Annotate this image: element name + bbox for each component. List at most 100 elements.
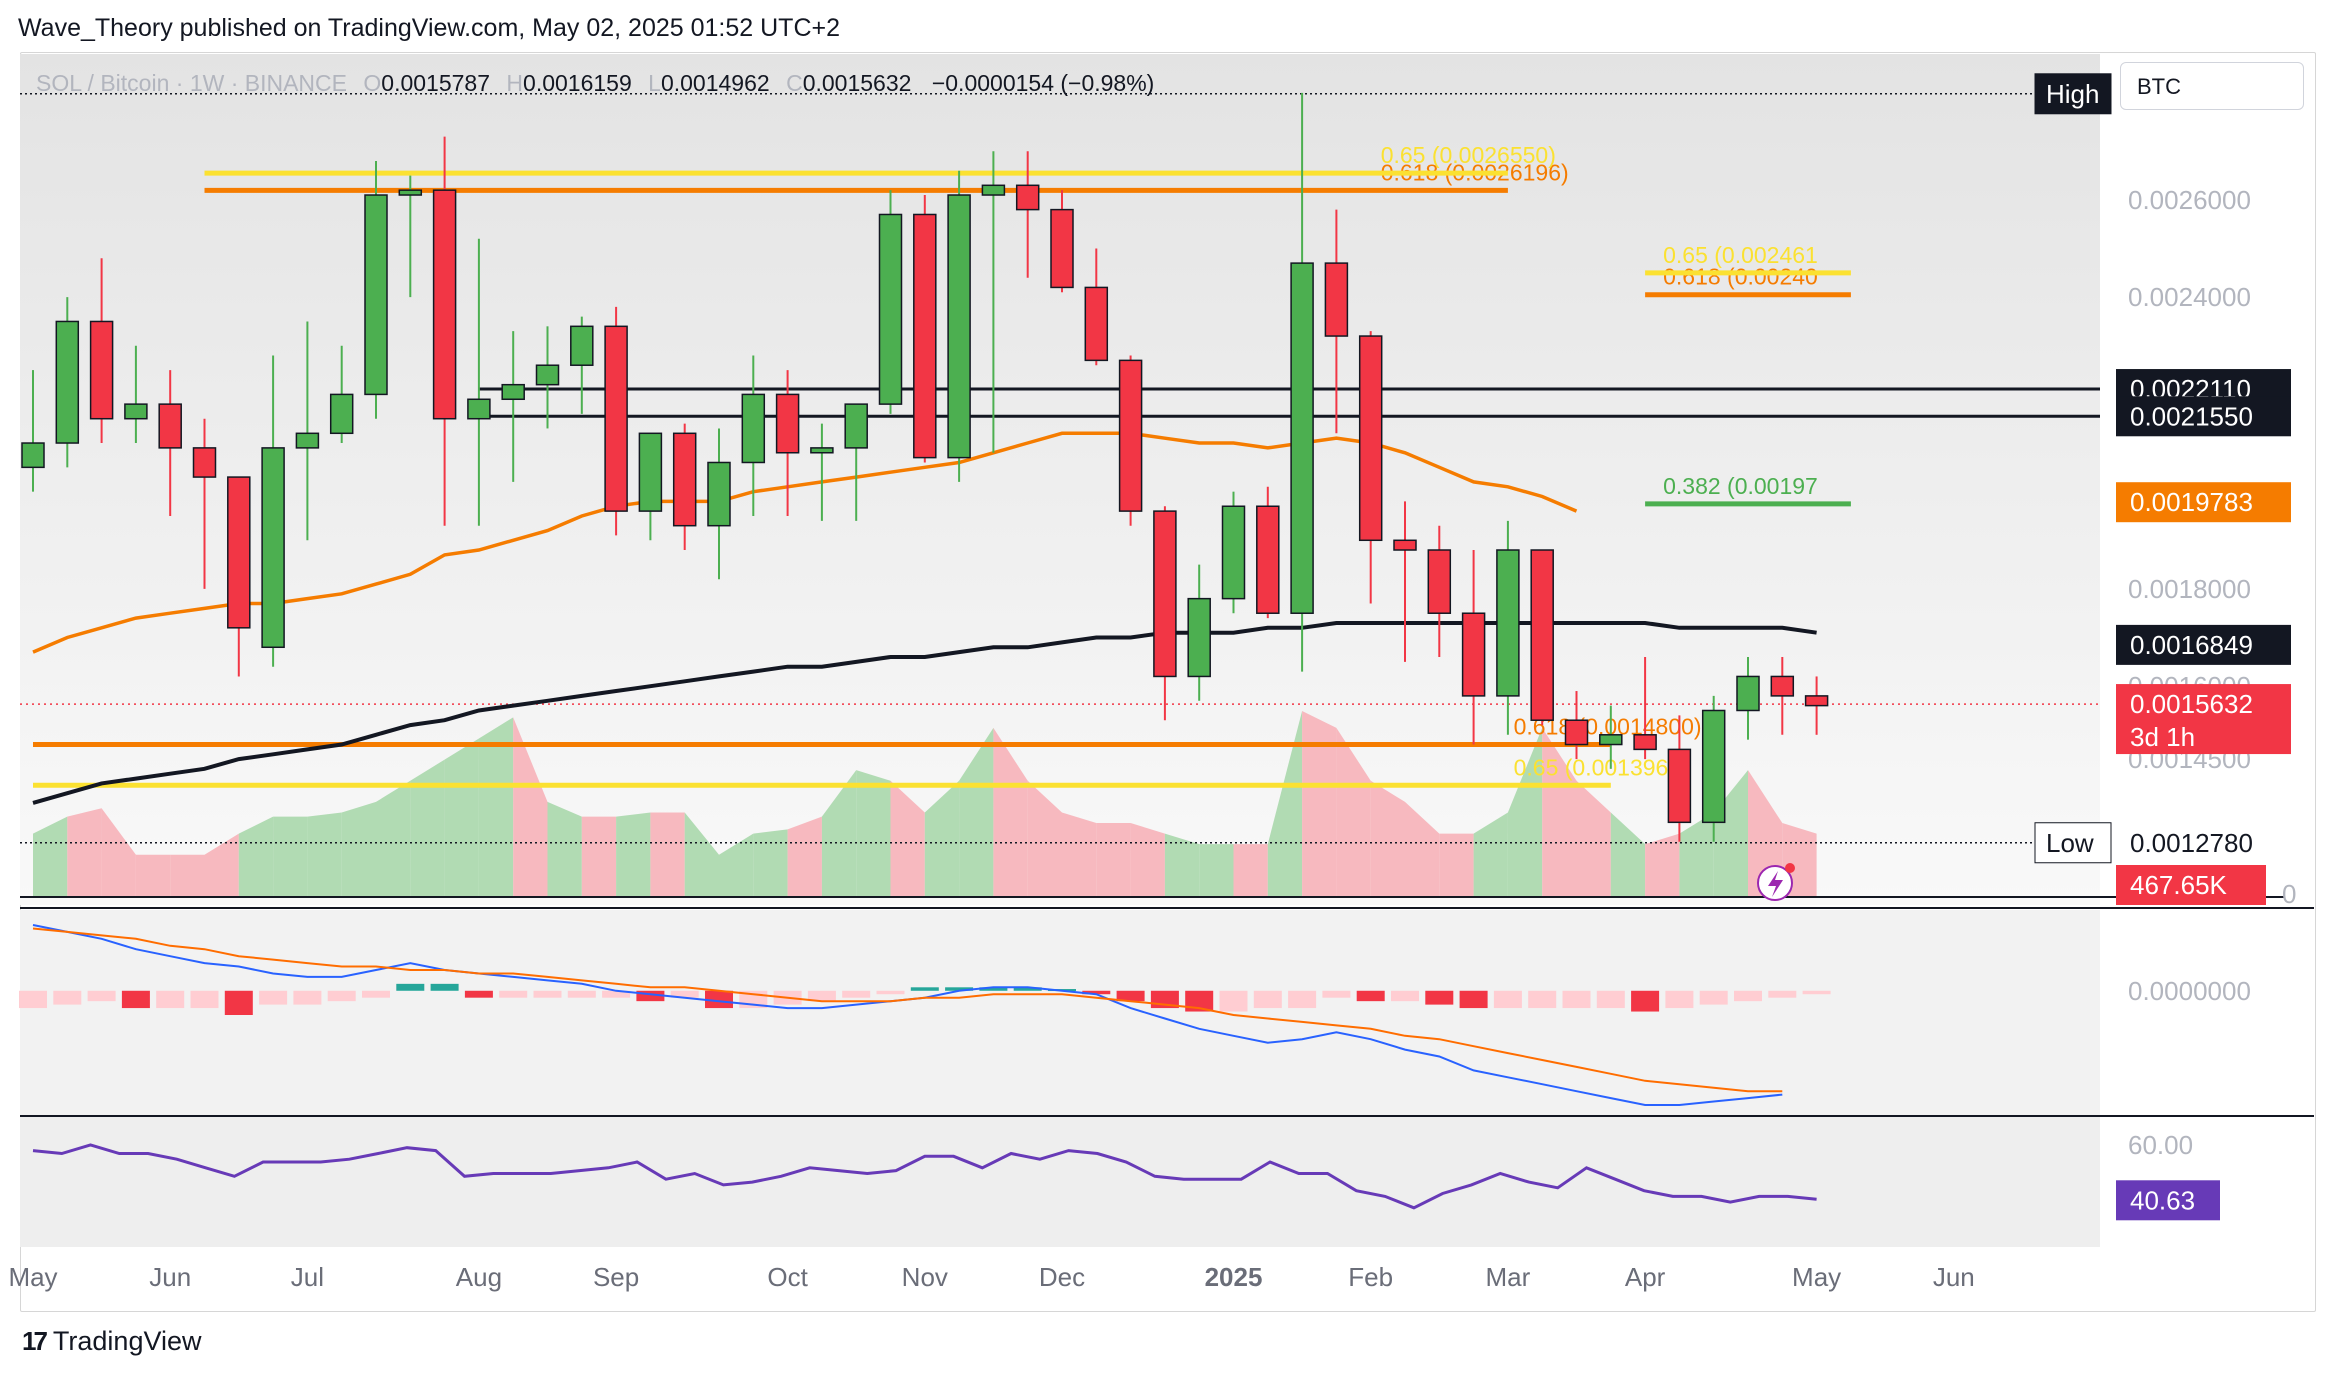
- macd-histogram-bar: [1802, 990, 1831, 995]
- macd-histogram-bar: [979, 987, 1008, 991]
- time-axis-tick: May: [8, 1262, 57, 1292]
- macd-histogram-bar: [1665, 990, 1694, 1009]
- candle-body: [1084, 286, 1109, 362]
- macd-histogram-bar: [705, 990, 733, 1009]
- candle-body: [570, 325, 594, 366]
- macd-histogram-bar: [1768, 990, 1797, 998]
- level-tag-bg: [2034, 822, 2112, 864]
- volume-value-label-bg: [2116, 865, 2266, 905]
- macd-histogram-bar: [1631, 990, 1660, 1012]
- candle-body: [124, 403, 148, 420]
- candle-body: [947, 194, 971, 459]
- candle-body: [741, 393, 766, 464]
- volume-area-segment: [101, 808, 136, 897]
- macd-histogram-bar: [1391, 990, 1419, 1002]
- candle-body: [1290, 262, 1314, 614]
- time-axis-tick: Mar: [1486, 1262, 1531, 1292]
- candle-body: [1770, 675, 1795, 697]
- time-axis-tick: Jul: [291, 1262, 324, 1292]
- candle-body: [1736, 675, 1760, 712]
- level-tag: Low: [2046, 828, 2094, 858]
- candle-body: [364, 194, 388, 396]
- tradingview-logo-icon: 17: [22, 1326, 48, 1356]
- candle-body: [1015, 184, 1040, 211]
- volume-area-segment: [1370, 780, 1405, 897]
- high-value: 0.0016159: [523, 70, 632, 96]
- indicator-value-label-bg: [2116, 482, 2291, 523]
- candle-body: [1804, 695, 1829, 707]
- candle-body: [227, 476, 251, 629]
- macd-panel-bg: [20, 910, 2100, 1115]
- macd-histogram-bar: [1425, 990, 1454, 1005]
- candle-body: [1530, 549, 1554, 721]
- volume-area-segment: [307, 812, 342, 897]
- volume-area-segment: [1062, 812, 1097, 897]
- macd-histogram-bar: [259, 990, 288, 1005]
- candle-body: [638, 432, 663, 512]
- volume-area-segment: [1679, 812, 1714, 897]
- volume-area-segment: [1233, 844, 1268, 897]
- level-value-label: 0.0012780: [2130, 828, 2253, 858]
- close-value: 0.0015632: [802, 70, 912, 96]
- candle-body: [21, 442, 45, 469]
- macd-histogram-bar: [190, 990, 219, 1009]
- volume-area-segment: [1542, 727, 1577, 897]
- macd-histogram-bar: [1253, 990, 1282, 1009]
- macd-histogram-bar: [807, 990, 836, 1002]
- macd-histogram-bar: [533, 990, 562, 998]
- macd-histogram-bar: [1322, 990, 1351, 998]
- macd-histogram-bar: [636, 990, 665, 1002]
- tradingview-footer[interactable]: 17 TradingView: [22, 1326, 202, 1357]
- rsi-line: [32, 1143, 1817, 1210]
- volume-area-segment: [821, 770, 857, 897]
- candle-body: [810, 447, 834, 454]
- price-axis-tick: 0.0024000: [2128, 282, 2251, 312]
- volume-area-segment: [1336, 727, 1371, 897]
- lightning-icon: [1768, 871, 1783, 897]
- candle-body: [501, 383, 525, 401]
- volume-area-segment: [993, 727, 1028, 897]
- candle-body: [1461, 612, 1486, 697]
- macd-histogram-bar: [602, 990, 631, 998]
- time-axis-tick: Aug: [456, 1262, 502, 1292]
- macd-histogram-bar: [396, 983, 425, 991]
- rsi-axis-tick: 60.00: [2128, 1130, 2193, 1160]
- macd-histogram-bar: [945, 987, 974, 991]
- volume-area-segment: [444, 738, 479, 897]
- time-axis-tick: Dec: [1039, 1262, 1085, 1292]
- indicator-value-label: 0.0019783: [2130, 487, 2253, 517]
- volume-area-segment: [513, 717, 548, 897]
- candle-body: [672, 432, 697, 527]
- volume-area-segment: [581, 816, 617, 897]
- volume-area-segment: [650, 812, 685, 897]
- volume-area-segment: [1405, 801, 1440, 897]
- volume-area-segment: [1199, 844, 1234, 897]
- candle-body: [878, 213, 903, 405]
- volume-area-segment: [1164, 833, 1200, 897]
- candle-body: [604, 325, 628, 512]
- volume-area-segment: [684, 812, 719, 897]
- macd-histogram-bar: [910, 987, 939, 991]
- last-price-label: 0.0015632: [2130, 689, 2253, 719]
- volume-area-segment: [33, 816, 68, 897]
- rsi-panel-bg: [20, 1117, 2100, 1247]
- currency-button[interactable]: BTC: [2120, 62, 2304, 110]
- macd-histogram-bar: [1493, 990, 1522, 1009]
- time-axis-tick: Jun: [1933, 1262, 1975, 1292]
- volume-area-segment: [341, 801, 376, 897]
- time-axis-tick: 2025: [1205, 1262, 1263, 1292]
- rsi-value-bg: [2116, 1180, 2220, 1221]
- volume-area-segment: [1610, 812, 1646, 897]
- time-axis-tick: Apr: [1625, 1262, 1666, 1292]
- macd-histogram-bar: [876, 990, 905, 995]
- level-value-label: 0.0021550: [2130, 401, 2253, 431]
- candle-body: [1050, 208, 1074, 289]
- volume-area-segment: [170, 854, 205, 897]
- macd-histogram-bar: [1596, 990, 1625, 1009]
- symbol-label[interactable]: SOL / Bitcoin · 1W · BINANCE: [36, 70, 347, 96]
- candle-body: [1701, 709, 1726, 824]
- macd-histogram-bar: [1013, 987, 1042, 991]
- macd-axis-tick: 0.0000000: [2128, 976, 2251, 1006]
- volume-area-segment: [1713, 770, 1748, 897]
